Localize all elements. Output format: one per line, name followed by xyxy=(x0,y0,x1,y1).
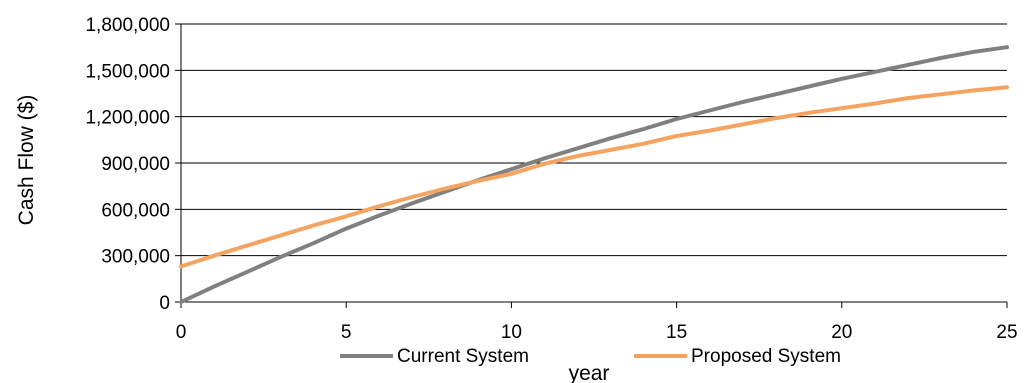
x-axis-title: year xyxy=(569,362,610,383)
series-line-current-system xyxy=(179,45,1009,304)
y-tick-label: 300,000 xyxy=(101,247,170,268)
legend-label-proposed-system: Proposed System xyxy=(691,346,841,367)
x-tick-label: 10 xyxy=(501,322,522,343)
tick-labels: 0 300,000 600,000 900,000 1,200,000 1,500,000… xyxy=(85,15,1017,343)
x-tick-label: 15 xyxy=(666,322,687,343)
x-tick-label: 5 xyxy=(341,322,352,343)
series-lines xyxy=(179,45,1009,304)
y-tick-label: 1,800,000 xyxy=(85,15,170,36)
y-tick-label: 900,000 xyxy=(101,154,170,175)
y-axis-title: Cash Flow ($) xyxy=(15,95,38,226)
axes xyxy=(175,23,1008,308)
legend-label-current-system: Current System xyxy=(397,346,529,367)
y-tick-label: 1,500,000 xyxy=(85,61,170,82)
x-tick-label: 0 xyxy=(176,322,187,343)
y-tick-label: 600,000 xyxy=(101,200,170,221)
x-tick-label: 20 xyxy=(831,322,852,343)
gridlines xyxy=(181,23,1007,257)
x-tick-label: 25 xyxy=(996,322,1017,343)
legend: Current System Proposed System xyxy=(340,346,841,367)
series-line-proposed-system xyxy=(179,85,1009,269)
y-tick-label: 1,200,000 xyxy=(85,108,170,129)
y-tick-label: 0 xyxy=(159,293,170,314)
